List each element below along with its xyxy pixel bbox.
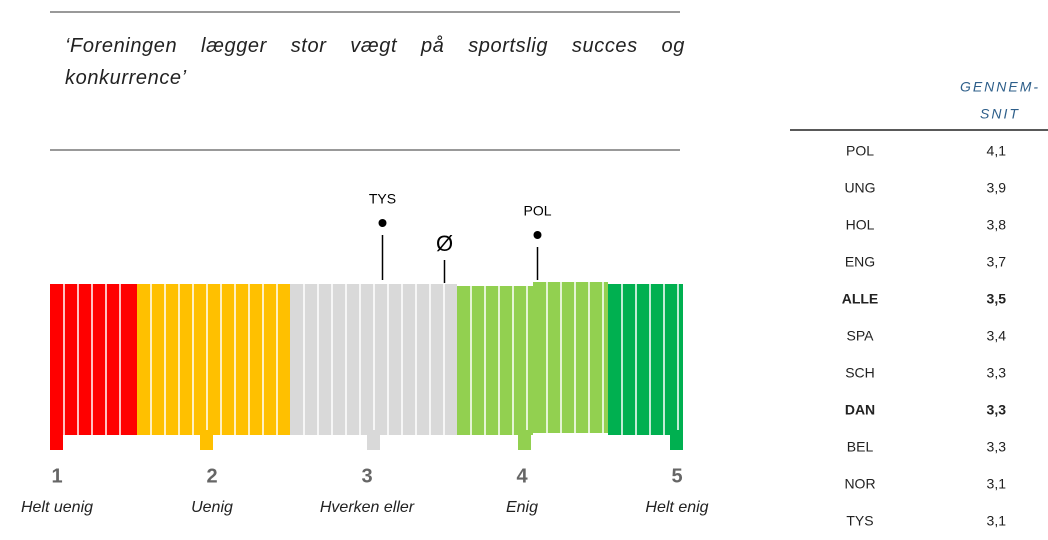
scale-tick-label: Helt uenig (21, 499, 93, 516)
scale-segment (137, 284, 290, 435)
scale-segment (608, 284, 683, 435)
scale-tick-number: 2 (206, 465, 217, 487)
table-cell: NOR (844, 476, 875, 492)
scale-tick-number: 1 (51, 465, 62, 487)
scale-tick-number: 3 (361, 465, 372, 487)
table-cell: UNG (844, 180, 875, 196)
marker-label: Ø (436, 231, 453, 256)
table-cell: 3,1 (987, 476, 1007, 492)
scale-tick-label: Uenig (191, 499, 233, 516)
scale-tab (200, 430, 213, 450)
scale-segment (50, 284, 137, 435)
table-cell: SCH (845, 365, 875, 381)
table-header: GENNEM- (960, 79, 1040, 95)
table-cell: 3,8 (987, 217, 1007, 233)
table-cell: HOL (846, 217, 875, 233)
marker-dot (533, 231, 542, 239)
table-cell: 4,1 (987, 143, 1007, 159)
marker-label: TYS (369, 191, 396, 207)
scale-tick-number: 4 (516, 465, 528, 487)
table-cell: 3,3 (987, 365, 1007, 381)
table-cell: 3,3 (987, 439, 1007, 455)
table-cell: POL (846, 143, 874, 159)
table-cell: 3,9 (987, 180, 1007, 196)
marker-dot (378, 219, 387, 227)
scale-tab (670, 430, 683, 450)
table-cell: 3,7 (987, 254, 1007, 270)
scale-tick-label: Helt enig (645, 499, 708, 516)
scale-segment (533, 282, 608, 433)
table-cell: ENG (845, 254, 875, 270)
marker-label: POL (523, 203, 551, 219)
table-cell: ALLE (842, 291, 879, 307)
table-cell: DAN (845, 402, 875, 418)
scale-tab (50, 430, 63, 450)
scale-tick-number: 5 (671, 465, 682, 487)
table-header: SNIT (980, 106, 1020, 122)
table-cell: 3,1 (987, 513, 1007, 529)
scale-tick-label: Enig (506, 499, 538, 516)
table-cell: 3,3 (987, 402, 1007, 418)
table-cell: BEL (847, 439, 874, 455)
table-cell: SPA (847, 328, 875, 344)
scale-segment (457, 286, 533, 435)
scale-tick-label: Hverken eller (320, 499, 415, 516)
table-cell: 3,5 (987, 291, 1007, 307)
scale-bar (50, 282, 683, 450)
table-cell: TYS (846, 513, 873, 529)
scale-tab (367, 430, 380, 450)
table-cell: 3,4 (987, 328, 1007, 344)
quote: ‘Foreningen lægger stor vægt på sportsli… (65, 35, 685, 89)
scale-tab (518, 430, 531, 450)
